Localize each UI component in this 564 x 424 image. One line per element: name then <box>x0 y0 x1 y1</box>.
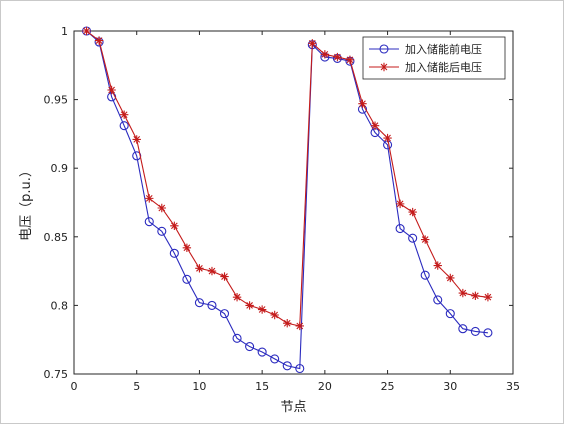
data-point <box>383 133 392 143</box>
y-tick-label: 0.85 <box>44 231 69 244</box>
data-point <box>257 347 267 357</box>
data-point <box>358 99 367 108</box>
legend-label: 加入储能后电压 <box>405 60 482 74</box>
data-point <box>195 264 204 273</box>
data-point <box>395 224 405 234</box>
x-tick-label: 0 <box>71 380 78 393</box>
data-point <box>157 226 167 236</box>
data-point <box>345 55 355 65</box>
y-tick-label: 0.9 <box>51 162 69 175</box>
data-point <box>220 272 229 281</box>
series-1 <box>81 26 493 374</box>
legend-marker <box>379 44 389 54</box>
data-point <box>308 39 317 48</box>
data-point <box>207 266 217 276</box>
data-point <box>483 292 493 302</box>
x-tick-label: 20 <box>318 380 332 393</box>
x-tick-label: 5 <box>133 380 140 393</box>
x-axis-label: 节点 <box>280 400 306 415</box>
data-point <box>157 203 166 213</box>
x-tick-label: 30 <box>443 380 457 393</box>
plot-area <box>73 30 514 375</box>
data-point <box>458 288 468 298</box>
data-point <box>182 243 192 252</box>
data-point <box>107 85 116 95</box>
data-point <box>232 333 242 343</box>
data-point <box>170 221 179 231</box>
data-point <box>132 135 141 144</box>
data-point <box>470 326 480 337</box>
data-point <box>458 324 468 334</box>
y-axis: 0.75 0.8 0.85 0.9 0.95 1 <box>44 25 513 381</box>
data-point <box>169 248 179 258</box>
data-point <box>270 310 279 320</box>
data-point <box>182 274 192 284</box>
data-point <box>408 233 418 243</box>
data-point <box>295 363 305 374</box>
x-tick-label: 25 <box>381 380 395 393</box>
data-point <box>119 121 129 131</box>
data-point <box>433 295 443 305</box>
data-point <box>320 50 330 59</box>
data-point <box>245 301 254 310</box>
y-tick-label: 1 <box>61 25 68 38</box>
y-tick-label: 0.95 <box>44 94 69 107</box>
data-point <box>483 328 493 338</box>
data-point <box>395 199 405 209</box>
data-point <box>232 292 242 302</box>
data-point <box>282 361 292 371</box>
data-point <box>370 121 380 130</box>
data-point <box>119 110 129 119</box>
data-point <box>471 291 480 300</box>
data-point <box>145 194 154 203</box>
data-point <box>257 305 267 314</box>
data-point <box>94 36 104 45</box>
data-point <box>194 298 204 308</box>
data-point <box>144 217 154 227</box>
data-point <box>82 26 91 36</box>
y-axis-label: 电压（p.u.） <box>19 164 34 241</box>
legend-box <box>362 36 506 80</box>
data-point <box>420 270 430 280</box>
series-layer <box>81 26 493 374</box>
x-tick-label: 10 <box>192 380 206 393</box>
legend-label: 加入储能前电压 <box>405 42 482 56</box>
data-point <box>333 52 342 62</box>
x-axis: 0 5 10 15 20 25 30 35 <box>71 31 520 393</box>
data-point <box>446 273 455 283</box>
series-line <box>86 30 488 370</box>
series-2 <box>82 26 493 331</box>
data-point <box>433 261 442 270</box>
data-point <box>445 309 455 319</box>
data-point <box>421 235 430 244</box>
x-tick-label: 35 <box>506 380 520 393</box>
legend-marker <box>379 62 389 72</box>
data-point <box>219 309 230 319</box>
x-tick-label: 15 <box>255 380 269 393</box>
data-point <box>270 354 280 364</box>
data-point <box>295 321 304 331</box>
data-point <box>207 300 217 310</box>
data-point <box>245 342 255 352</box>
data-point <box>408 207 417 217</box>
y-tick-label: 0.8 <box>51 299 69 312</box>
data-point <box>283 319 292 328</box>
y-tick-label: 0.75 <box>44 368 69 381</box>
